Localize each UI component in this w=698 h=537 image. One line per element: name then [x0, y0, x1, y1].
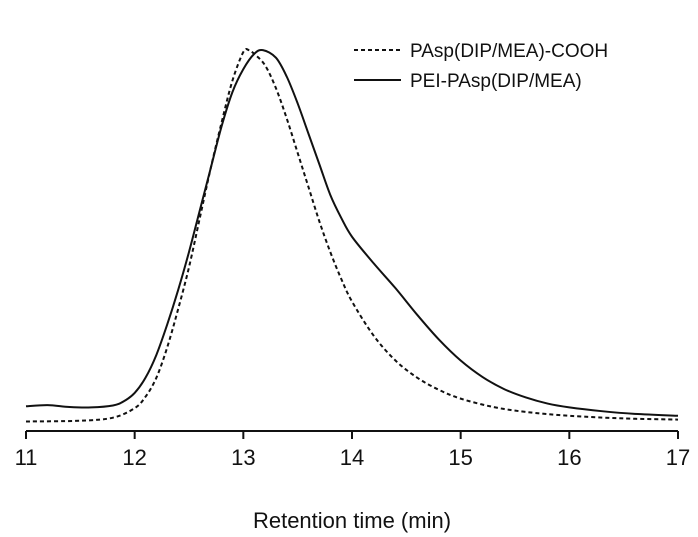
legend: PAsp(DIP/MEA)-COOH PEI-PAsp(DIP/MEA)	[354, 41, 608, 92]
x-tick-label: 14	[340, 445, 364, 470]
x-tick-label: 15	[448, 445, 472, 470]
plot-area	[25, 48, 679, 423]
series-line-pei-pasp	[25, 48, 679, 417]
x-tick-label: 17	[666, 445, 690, 470]
x-axis-ticks: 11 12 13 14 15 16 17	[15, 431, 690, 470]
legend-label: PEI-PAsp(DIP/MEA)	[410, 71, 582, 92]
legend-label: PAsp(DIP/MEA)-COOH	[410, 41, 608, 62]
x-tick-label: 16	[557, 445, 581, 470]
x-tick-label: 13	[231, 445, 255, 470]
x-axis-title: Retention time (min)	[253, 508, 451, 533]
x-tick-label: 11	[15, 445, 38, 470]
x-tick-label: 12	[122, 445, 146, 470]
series-line-pasp-cooh	[25, 48, 679, 423]
